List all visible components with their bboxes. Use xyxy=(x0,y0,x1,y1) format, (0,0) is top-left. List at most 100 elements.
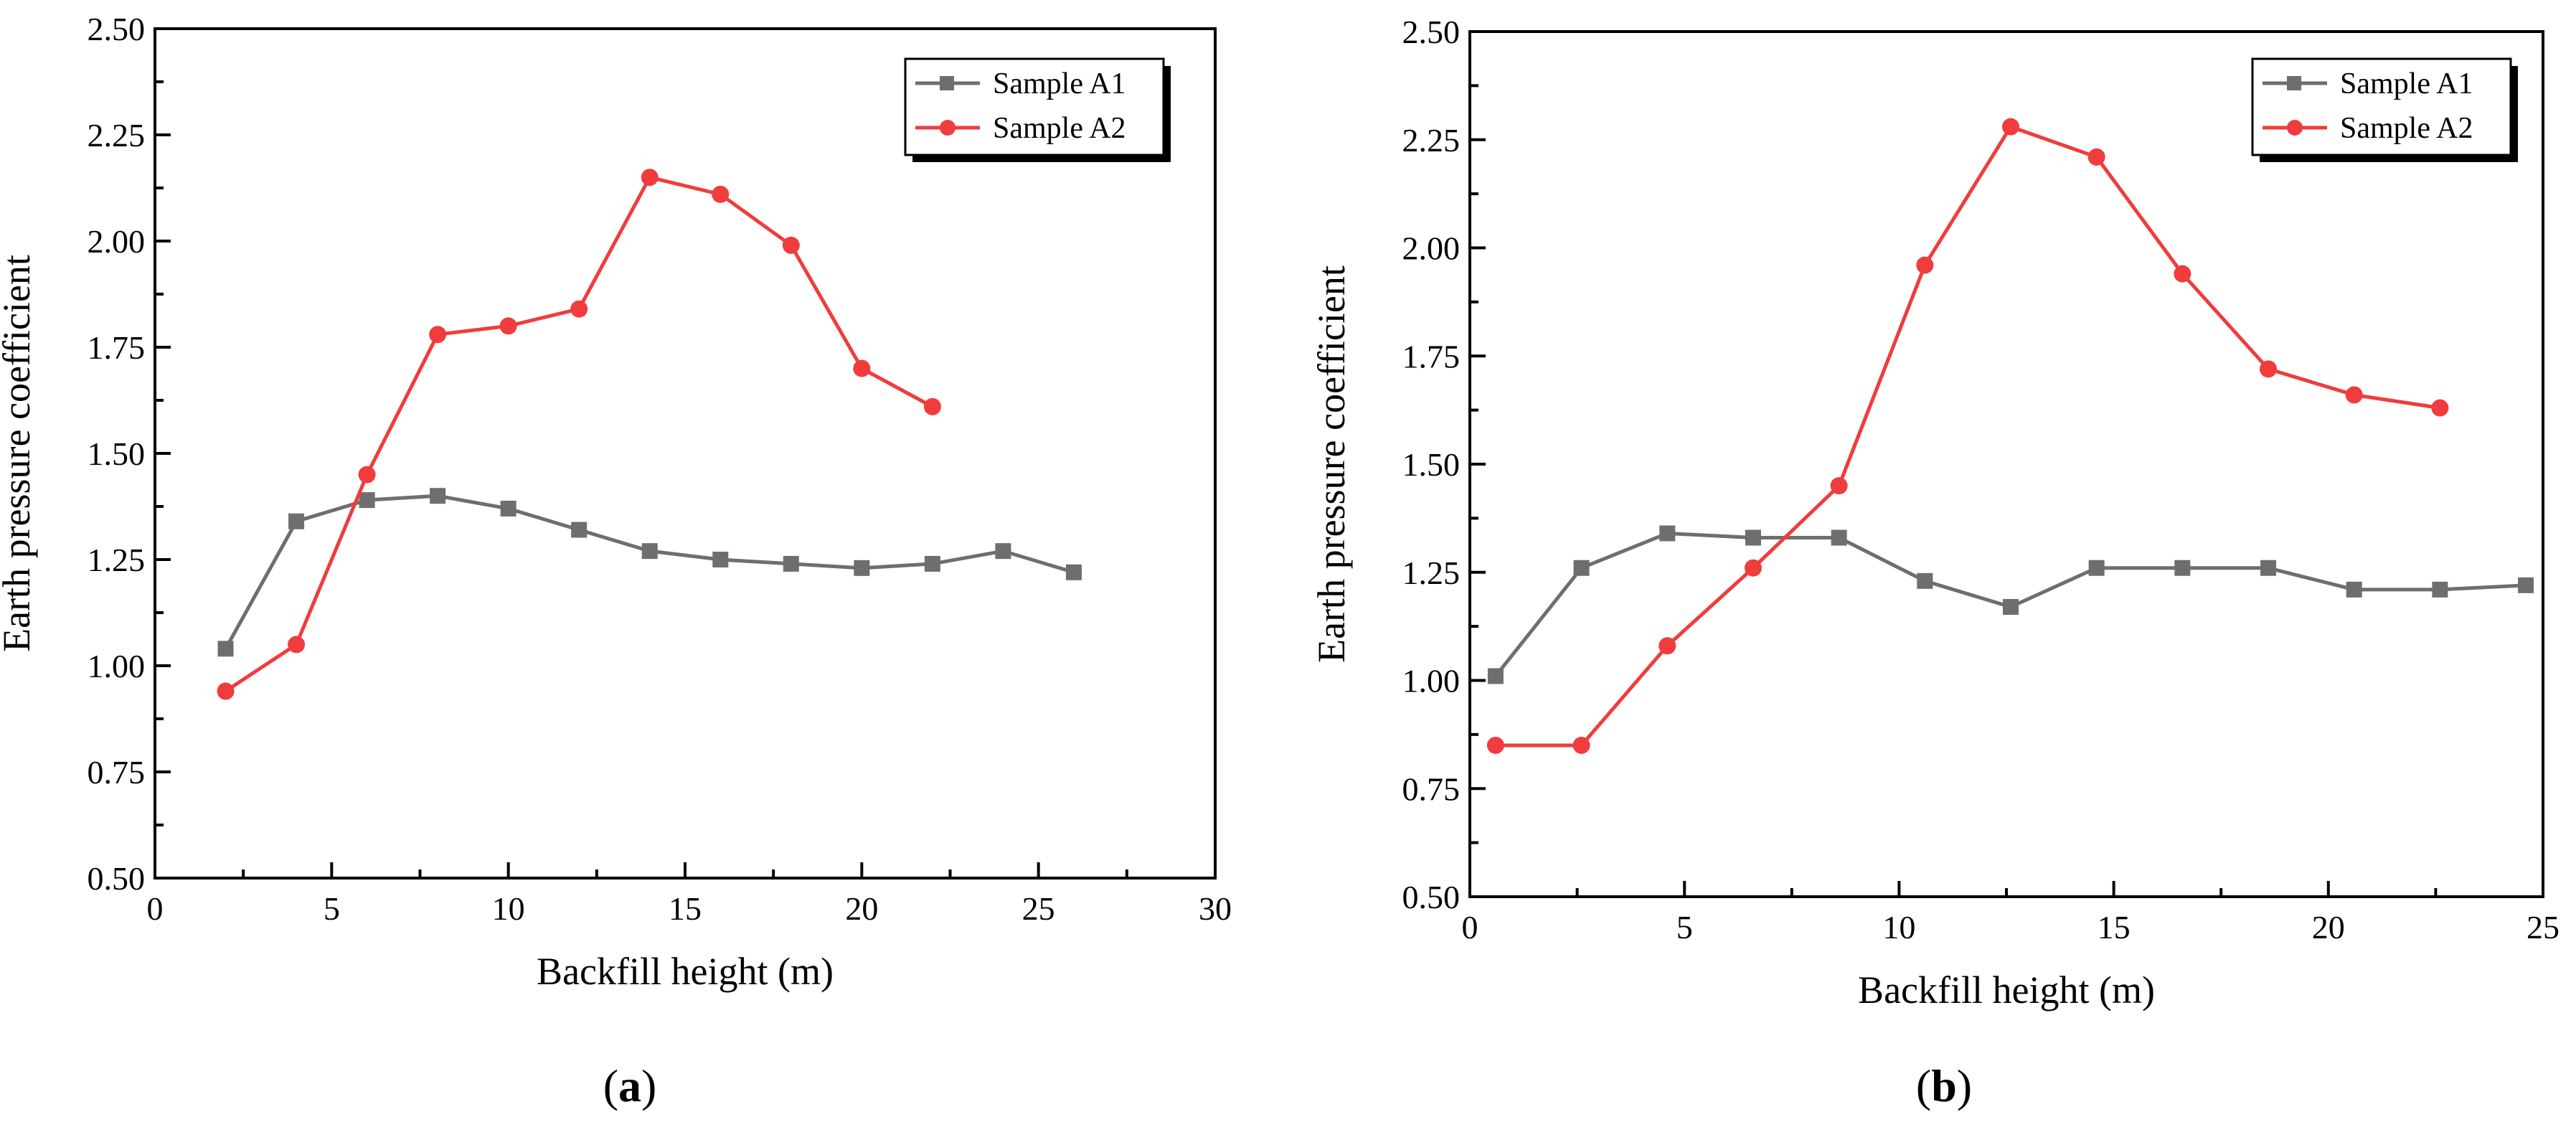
data-point xyxy=(217,682,235,700)
legend: Sample A1 Sample A2 xyxy=(904,57,1171,162)
data-point xyxy=(2432,581,2448,598)
legend-swatch-marker xyxy=(940,120,956,136)
y-tick-label: 2.50 xyxy=(1402,14,1461,50)
data-point xyxy=(571,522,588,538)
y-tick-label: 0.75 xyxy=(88,754,146,791)
y-tick-label: 2.00 xyxy=(88,223,146,260)
data-point xyxy=(429,326,447,344)
x-tick-label: 15 xyxy=(669,890,702,927)
x-tick-label: 15 xyxy=(2098,909,2131,946)
x-axis-label: Backfill height (m) xyxy=(1858,968,2155,1012)
y-tick-label: 1.00 xyxy=(1402,663,1461,699)
x-tick-label: 10 xyxy=(1882,909,1915,946)
x-tick-label: 25 xyxy=(1022,890,1055,927)
data-point xyxy=(1659,525,1676,542)
series-sample-a2 xyxy=(1486,118,2449,754)
x-tick-label: 25 xyxy=(2527,909,2560,946)
y-tick-label: 0.50 xyxy=(1402,879,1461,915)
data-point xyxy=(853,359,871,377)
legend-swatch-marker xyxy=(2287,76,2301,90)
data-point xyxy=(570,300,588,318)
legend-box xyxy=(2251,57,2512,156)
data-point xyxy=(430,488,446,504)
series-line xyxy=(1495,124,2440,748)
data-point xyxy=(2518,577,2534,593)
series-sample-a1 xyxy=(1487,525,2534,684)
legend-swatch-marker xyxy=(2287,120,2303,136)
x-axis-label: Backfill height (m) xyxy=(537,950,834,993)
legend-entry-label: Sample A2 xyxy=(993,112,1126,145)
series-line xyxy=(225,175,934,693)
data-point xyxy=(641,169,659,187)
y-tick-label: 2.00 xyxy=(1402,230,1461,267)
legend-entry-label: Sample A1 xyxy=(993,67,1126,100)
data-point xyxy=(2260,560,2277,576)
series-sample-a1 xyxy=(217,488,1082,657)
y-tick-label: 2.25 xyxy=(1402,122,1461,159)
data-point xyxy=(500,500,516,517)
data-point xyxy=(712,185,730,203)
legend: Sample A1 Sample A2 xyxy=(2251,57,2518,162)
series-line xyxy=(224,494,1075,650)
data-point xyxy=(288,636,306,654)
data-point xyxy=(217,641,234,657)
panel-label: (a) xyxy=(603,1060,657,1111)
panel-label: (b) xyxy=(1916,1060,1972,1111)
data-point xyxy=(782,236,800,254)
y-tick-label: 1.25 xyxy=(1402,555,1461,591)
data-point xyxy=(641,543,658,560)
legend-entry-label: Sample A2 xyxy=(2340,112,2473,145)
x-tick-label: 20 xyxy=(2312,909,2345,946)
data-point xyxy=(2088,560,2105,576)
y-axis-label: Earth pressure coefficient xyxy=(1310,265,1353,663)
data-point xyxy=(1830,477,1848,495)
data-point xyxy=(2260,360,2278,378)
x-tick-label: 5 xyxy=(1676,909,1693,946)
data-point xyxy=(2002,598,2019,615)
data-point xyxy=(995,543,1011,560)
data-point xyxy=(2174,265,2192,283)
data-point xyxy=(2174,560,2191,576)
data-point xyxy=(924,555,940,572)
data-point xyxy=(923,397,941,415)
y-tick-label: 2.25 xyxy=(88,117,146,154)
y-tick-label: 1.50 xyxy=(1402,446,1461,483)
y-tick-label: 1.75 xyxy=(1402,338,1461,374)
data-point xyxy=(1065,564,1082,580)
y-tick-label: 1.25 xyxy=(88,542,146,578)
legend-box xyxy=(904,57,1165,156)
data-point xyxy=(1916,256,1934,274)
data-point xyxy=(854,560,870,576)
y-tick-label: 1.00 xyxy=(88,648,146,684)
chart-panel-a: 0 5 10 15 20 25 30 0.50 0.75 1.00 1.25 1.50 1.75 2.00… xyxy=(0,11,1232,1111)
data-point xyxy=(2345,386,2363,404)
data-point xyxy=(2346,581,2362,598)
data-point xyxy=(499,317,517,335)
data-point xyxy=(288,513,305,529)
data-point xyxy=(1831,529,1847,546)
data-point xyxy=(2087,148,2105,166)
data-point xyxy=(1744,559,1762,577)
data-point xyxy=(712,552,729,567)
y-tick-label: 1.50 xyxy=(88,435,146,472)
data-point xyxy=(2431,399,2449,417)
x-tick-label: 30 xyxy=(1199,890,1232,927)
x-tick-label: 20 xyxy=(845,890,878,927)
chart-panel-b: 0 5 10 15 20 25 0.50 0.75 1.00 1.25 1.50 1.75 2.00 2.… xyxy=(1310,14,2560,1111)
data-point xyxy=(783,555,799,572)
data-point xyxy=(1745,529,1761,546)
x-tick-label: 5 xyxy=(324,890,340,927)
x-tick-label: 0 xyxy=(147,890,164,927)
y-tick-label: 1.75 xyxy=(88,329,146,366)
data-point xyxy=(1486,736,1504,754)
data-point xyxy=(358,466,376,484)
data-point xyxy=(359,492,375,509)
y-tick-label: 0.75 xyxy=(1402,770,1461,807)
legend-entry-label: Sample A1 xyxy=(2340,67,2473,100)
data-point xyxy=(1573,560,1590,576)
y-tick-label: 0.50 xyxy=(88,860,146,897)
data-point xyxy=(1487,668,1504,684)
y-axis-label: Earth pressure coefficient xyxy=(0,255,38,652)
data-point xyxy=(1659,637,1676,655)
